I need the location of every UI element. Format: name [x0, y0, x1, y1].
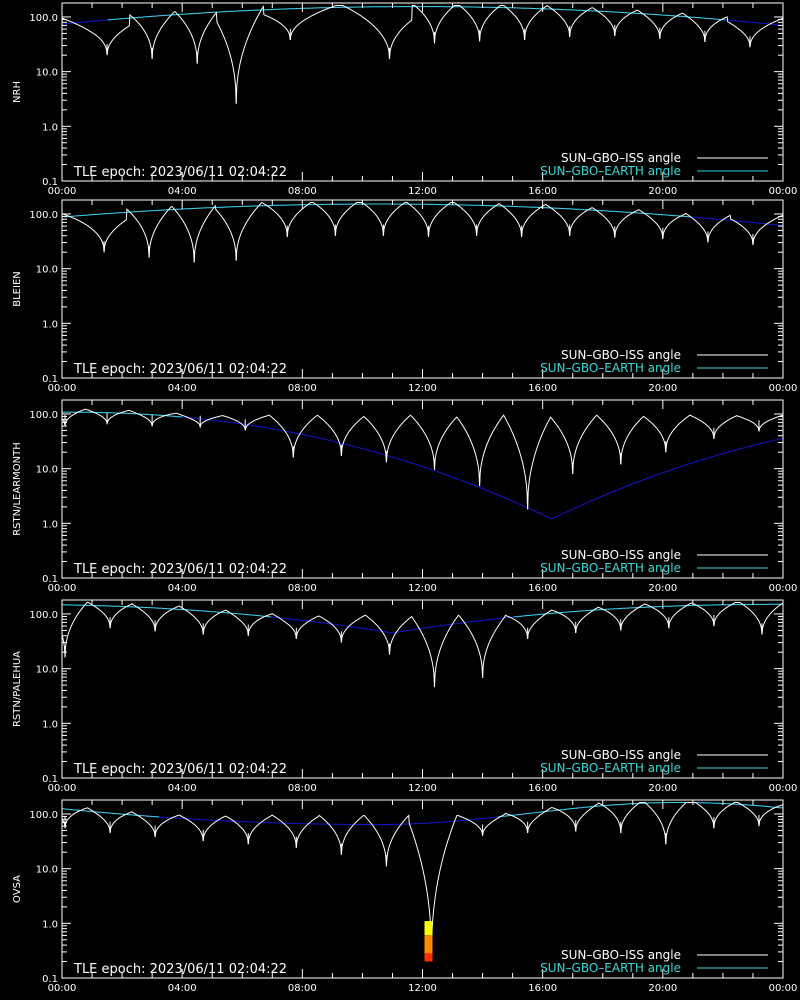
legend-iss-label: SUN–GBO–ISS angle	[561, 748, 681, 762]
panel-2: 0.1 1.0 10.0 100.0 00:00 04:00 08:00 12:00 16:00…	[12, 199, 798, 394]
y-tick-label: 1.0	[42, 919, 58, 930]
x-tick-label: 16:00	[528, 783, 557, 794]
y-tick-label: 0.1	[42, 774, 58, 785]
x-tick-label: 12:00	[408, 783, 437, 794]
earth-angle-line-segment-1	[62, 411, 183, 418]
y-axis-label: BLEIEN	[12, 271, 23, 307]
tle-epoch-text: TLE epoch: 2023/06/11 02:04:22	[73, 362, 287, 377]
y-tick-label: 100.0	[29, 810, 58, 821]
x-tick-label: 00:00	[769, 783, 798, 794]
x-tick-label: 08:00	[288, 983, 317, 994]
earth-angle-line-segment-1	[62, 604, 272, 618]
y-tick-label: 100.0	[29, 410, 58, 421]
legend-iss-label: SUN–GBO–ISS angle	[561, 348, 681, 362]
legend-earth-label: SUN–GBO–EARTH angle	[540, 561, 681, 575]
panel-1: 0.1 1.0 10.0 100.0 00:00 04:00 08:00 12:00 16:00…	[12, 2, 798, 197]
x-tick-label: 04:00	[168, 783, 197, 794]
iss-angle-line	[61, 4, 784, 104]
event-bar-mid	[424, 935, 433, 954]
legend-earth-label: SUN–GBO–EARTH angle	[540, 164, 681, 178]
x-tick-label: 16:00	[528, 983, 557, 994]
y-tick-label: 1.0	[42, 319, 58, 330]
x-tick-label: 20:00	[648, 983, 677, 994]
y-tick-label: 10.0	[36, 465, 58, 476]
tle-epoch-text: TLE epoch: 2023/06/11 02:04:22	[73, 962, 287, 977]
x-tick-label: 08:00	[288, 583, 317, 594]
x-tick-label: 12:00	[408, 583, 437, 594]
legend-iss-label: SUN–GBO–ISS angle	[561, 548, 681, 562]
tle-epoch-text: TLE epoch: 2023/06/11 02:04:22	[73, 762, 287, 777]
iss-angle-line	[61, 802, 784, 957]
y-axis-label: RSTN/PALEHUA	[12, 651, 23, 727]
x-tick-label: 20:00	[648, 186, 677, 197]
x-tick-label: 00:00	[769, 983, 798, 994]
x-tick-label: 00:00	[48, 583, 77, 594]
x-tick-label: 08:00	[288, 383, 317, 394]
x-tick-label: 04:00	[168, 583, 197, 594]
y-tick-label: 1.0	[42, 519, 58, 530]
x-tick-label: 08:00	[288, 783, 317, 794]
x-tick-label: 20:00	[648, 583, 677, 594]
y-tick-label: 10.0	[36, 865, 58, 876]
y-tick-label: 0.1	[42, 177, 58, 188]
x-tick-label: 00:00	[48, 383, 77, 394]
y-tick-label: 10.0	[36, 68, 58, 79]
x-tick-label: 20:00	[648, 383, 677, 394]
x-tick-label: 12:00	[408, 186, 437, 197]
event-bar-top	[424, 921, 433, 936]
panel-4: 0.1 1.0 10.0 100.0 00:00 04:00 08:00 12:00 16:00…	[12, 599, 798, 794]
y-tick-label: 0.1	[42, 574, 58, 585]
x-tick-label: 16:00	[528, 383, 557, 394]
y-tick-label: 0.1	[42, 974, 58, 985]
y-tick-label: 100.0	[29, 210, 58, 221]
y-axis-label: NRH	[12, 81, 23, 103]
panel-5: 0.1 1.0 10.0 100.0 00:00 04:00 08:00 12:00 16:00…	[12, 799, 798, 994]
event-bar-low	[424, 953, 433, 962]
legend-earth-label: SUN–GBO–EARTH angle	[540, 761, 681, 775]
x-tick-label: 00:00	[48, 186, 77, 197]
panel-3: 0.1 1.0 10.0 100.0 00:00 04:00 08:00 12:00 16:00…	[12, 399, 798, 594]
y-tick-label: 1.0	[42, 719, 58, 730]
tle-epoch-text: TLE epoch: 2023/06/11 02:04:22	[73, 165, 287, 180]
y-axis-label: OVSA	[12, 875, 23, 903]
iss-angle-line	[61, 408, 784, 510]
x-tick-label: 12:00	[408, 383, 437, 394]
x-tick-label: 04:00	[168, 186, 197, 197]
x-tick-label: 20:00	[648, 783, 677, 794]
y-tick-label: 1.0	[42, 122, 58, 133]
legend-iss-label: SUN–GBO–ISS angle	[561, 151, 681, 165]
y-tick-label: 100.0	[29, 610, 58, 621]
x-tick-label: 16:00	[528, 583, 557, 594]
legend-earth-label: SUN–GBO–EARTH angle	[540, 361, 681, 375]
y-tick-label: 10.0	[36, 665, 58, 676]
earth-angle-line-segment-1	[61, 808, 160, 818]
x-tick-label: 00:00	[48, 783, 77, 794]
y-tick-label: 100.0	[29, 13, 58, 24]
y-tick-label: 0.1	[42, 374, 58, 385]
x-tick-label: 00:00	[48, 983, 77, 994]
x-tick-label: 12:00	[408, 983, 437, 994]
x-tick-label: 00:00	[769, 583, 798, 594]
iss-angle-line	[61, 202, 784, 263]
x-tick-label: 04:00	[168, 383, 197, 394]
x-tick-label: 00:00	[769, 186, 798, 197]
y-axis-label: RSTN/LEARMONTH	[12, 442, 23, 536]
legend-earth-label: SUN–GBO–EARTH angle	[540, 961, 681, 975]
x-tick-label: 08:00	[288, 186, 317, 197]
legend-iss-label: SUN–GBO–ISS angle	[561, 948, 681, 962]
y-tick-label: 10.0	[36, 265, 58, 276]
x-tick-label: 04:00	[168, 983, 197, 994]
x-tick-label: 16:00	[528, 186, 557, 197]
tle-epoch-text: TLE epoch: 2023/06/11 02:04:22	[73, 562, 287, 577]
x-tick-label: 00:00	[769, 383, 798, 394]
